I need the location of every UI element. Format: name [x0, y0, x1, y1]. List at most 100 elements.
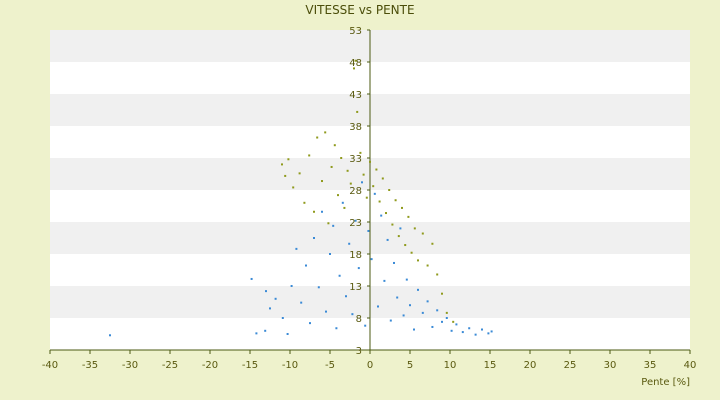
- data-point-series-2: [330, 165, 333, 168]
- data-point-series-1: [265, 290, 267, 293]
- y-tick-label: 3: [356, 346, 362, 357]
- data-point-series-2: [436, 273, 439, 276]
- data-point-series-2: [378, 200, 381, 203]
- data-point-series-2: [353, 67, 355, 70]
- data-point-series-1: [305, 264, 307, 267]
- data-point-series-1: [357, 267, 360, 270]
- data-point-series-1: [348, 242, 351, 245]
- data-point-series-1: [345, 295, 347, 298]
- y-tick-label: 43: [349, 90, 362, 101]
- data-point-series-1: [370, 258, 373, 261]
- data-point-series-1: [290, 285, 293, 287]
- data-point-series-2: [346, 169, 349, 172]
- data-point-series-1: [338, 274, 341, 277]
- data-point-series-1: [286, 333, 289, 335]
- data-point-series-1: [367, 229, 370, 232]
- data-point-series-2: [431, 242, 434, 245]
- data-point-series-2: [391, 223, 394, 226]
- data-point-series-1: [389, 319, 392, 322]
- data-point-series-2: [333, 144, 336, 147]
- data-point-series-2: [445, 311, 448, 314]
- data-point-series-1: [386, 238, 389, 241]
- data-point-series-2: [316, 136, 319, 139]
- x-tick-label: -15: [242, 360, 258, 371]
- data-point-series-1: [426, 300, 429, 303]
- x-tick-label: -40: [42, 360, 58, 371]
- data-point-series-2: [401, 206, 403, 209]
- data-point-series-1: [255, 332, 258, 335]
- data-point-series-1: [383, 279, 386, 282]
- data-point-series-2: [407, 215, 410, 218]
- data-point-series-2: [441, 292, 443, 295]
- data-point-series-1: [373, 192, 376, 195]
- y-tick-label: 13: [349, 282, 362, 293]
- y-tick-label: 38: [349, 122, 362, 133]
- data-point-series-1: [431, 325, 434, 328]
- data-point-series-1: [269, 307, 271, 310]
- data-point-series-1: [300, 301, 303, 304]
- data-point-series-1: [474, 333, 477, 336]
- data-point-series-2: [362, 173, 365, 176]
- data-point-series-2: [426, 264, 429, 267]
- data-point-series-2: [421, 232, 424, 235]
- data-point-series-2: [375, 168, 378, 171]
- x-tick-label: 40: [684, 360, 697, 371]
- data-point-series-2: [324, 131, 327, 134]
- data-point-series-2: [404, 244, 407, 247]
- data-point-series-2: [340, 157, 343, 159]
- y-tick-label: 53: [349, 26, 362, 37]
- data-point-series-1: [417, 288, 419, 291]
- data-point-series-2: [321, 180, 323, 183]
- data-point-series-1: [377, 305, 379, 308]
- data-point-series-1: [109, 334, 111, 337]
- data-point-series-2: [381, 177, 384, 180]
- data-point-series-1: [309, 322, 311, 325]
- data-point-series-2: [292, 186, 295, 189]
- data-point-series-1: [399, 227, 402, 230]
- data-point-series-1: [281, 317, 284, 319]
- data-point-series-1: [490, 330, 493, 333]
- data-point-series-1: [468, 327, 471, 330]
- data-point-series-1: [405, 278, 408, 281]
- data-point-series-2: [349, 182, 352, 185]
- data-point-series-1: [413, 328, 415, 331]
- data-point-series-1: [274, 297, 277, 300]
- data-point-series-1: [487, 332, 490, 335]
- y-tick-label: 23: [349, 218, 362, 229]
- data-point-series-1: [455, 323, 458, 326]
- x-tick-label: 20: [524, 360, 537, 371]
- y-tick-label: 48: [349, 58, 362, 69]
- data-point-series-2: [372, 185, 375, 188]
- data-point-series-1: [332, 224, 335, 227]
- data-point-series-1: [295, 247, 298, 250]
- data-point-series-1: [380, 214, 383, 217]
- data-point-series-2: [281, 163, 283, 166]
- data-point-series-2: [308, 154, 311, 157]
- data-point-series-1: [361, 181, 363, 184]
- data-point-series-1: [393, 261, 395, 264]
- x-tick-label: 0: [367, 360, 373, 371]
- x-tick-label: -30: [122, 360, 138, 371]
- y-tick-label: 8: [356, 314, 362, 325]
- x-tick-label: 30: [604, 360, 617, 371]
- data-point-series-1: [409, 304, 411, 307]
- data-point-series-2: [337, 194, 339, 197]
- data-point-series-2: [410, 251, 413, 254]
- data-point-series-1: [250, 277, 253, 280]
- data-point-series-1: [461, 331, 464, 334]
- data-point-series-1: [351, 313, 354, 316]
- data-point-series-2: [356, 110, 359, 113]
- x-tick-label: 10: [444, 360, 457, 371]
- data-point-series-1: [445, 317, 448, 319]
- data-point-series-2: [359, 151, 362, 154]
- data-point-series-1: [321, 210, 323, 213]
- data-point-series-2: [397, 235, 400, 238]
- x-tick-label: -5: [325, 360, 335, 371]
- y-tick-label: 18: [349, 250, 362, 261]
- data-point-series-1: [325, 310, 327, 313]
- data-point-series-1: [481, 328, 483, 331]
- data-point-series-1: [402, 314, 405, 317]
- data-point-series-2: [413, 227, 416, 230]
